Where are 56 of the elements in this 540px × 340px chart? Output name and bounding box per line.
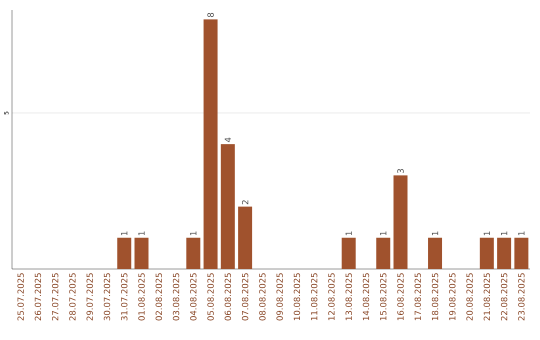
bar [480, 238, 494, 269]
x-tick-label: 21.08.2025 [484, 273, 490, 320]
x-tick-label: 01.08.2025 [138, 273, 145, 320]
x-tick-label: 11.08.2025 [310, 273, 318, 320]
x-tick-label: 17.08.2025 [414, 273, 421, 320]
x-tick-label: 03.08.2025 [172, 273, 180, 320]
data-label: 1 [518, 231, 524, 236]
data-label: 1 [138, 231, 145, 236]
x-tick-label: 10.08.2025 [294, 273, 300, 320]
data-label: 1 [484, 231, 490, 236]
data-label: 1 [121, 231, 128, 236]
data-label: 1 [190, 231, 196, 236]
data-label: 1 [501, 231, 508, 236]
x-tick-label: 30.07.2025 [104, 273, 110, 320]
data-label: 1 [380, 231, 386, 236]
x-tick-label: 20.08.2025 [466, 273, 473, 320]
data-label: 4 [224, 138, 231, 142]
x-tick-label: 08.08.2025 [259, 273, 266, 320]
x-tick-label: 14.08.2025 [362, 273, 370, 320]
data-label: 3 [397, 168, 404, 174]
data-label: 2 [242, 200, 248, 204]
bar [204, 19, 218, 269]
x-tick-label: 19.08.2025 [449, 273, 456, 320]
x-tick-label: 28.07.2025 [69, 273, 76, 320]
bar [186, 238, 200, 269]
x-tick-label: 26.07.2025 [34, 273, 42, 320]
x-tick-label: 06.08.2025 [224, 273, 232, 320]
bar [220, 144, 235, 269]
x-tick-label: 16.08.2025 [397, 273, 404, 320]
data-label: 1 [346, 231, 352, 236]
bar [514, 238, 528, 269]
bar [117, 238, 132, 269]
x-tick-label: 13.08.2025 [346, 273, 352, 320]
x-tick-label: 22.08.2025 [500, 273, 508, 320]
x-tick-label: 07.08.2025 [242, 273, 248, 320]
x-tick-label: 29.07.2025 [86, 273, 93, 320]
x-tick-label: 15.08.2025 [380, 273, 386, 320]
bar [376, 238, 390, 269]
x-tick-label: 25.07.2025 [17, 273, 24, 320]
x-tick-label: 02.08.2025 [156, 273, 162, 320]
bar [238, 206, 252, 269]
x-tick-label: 05.08.2025 [207, 273, 214, 320]
x-tick-label: 31.07.2025 [121, 273, 128, 320]
bar [497, 238, 512, 269]
x-tick-label: 09.08.2025 [276, 273, 283, 320]
x-tick-label: 12.08.2025 [328, 273, 335, 320]
bar [428, 238, 442, 269]
x-tick-label: 18.08.2025 [432, 273, 438, 320]
x-tick-label: 04.08.2025 [190, 273, 197, 320]
bar [342, 238, 356, 269]
bar [394, 175, 408, 269]
data-label: 1 [432, 231, 438, 236]
x-tick-label: 23.08.2025 [518, 273, 525, 320]
x-tick-label: 27.07.2025 [52, 273, 58, 320]
bar [134, 238, 148, 269]
data-label: 8 [207, 12, 214, 18]
